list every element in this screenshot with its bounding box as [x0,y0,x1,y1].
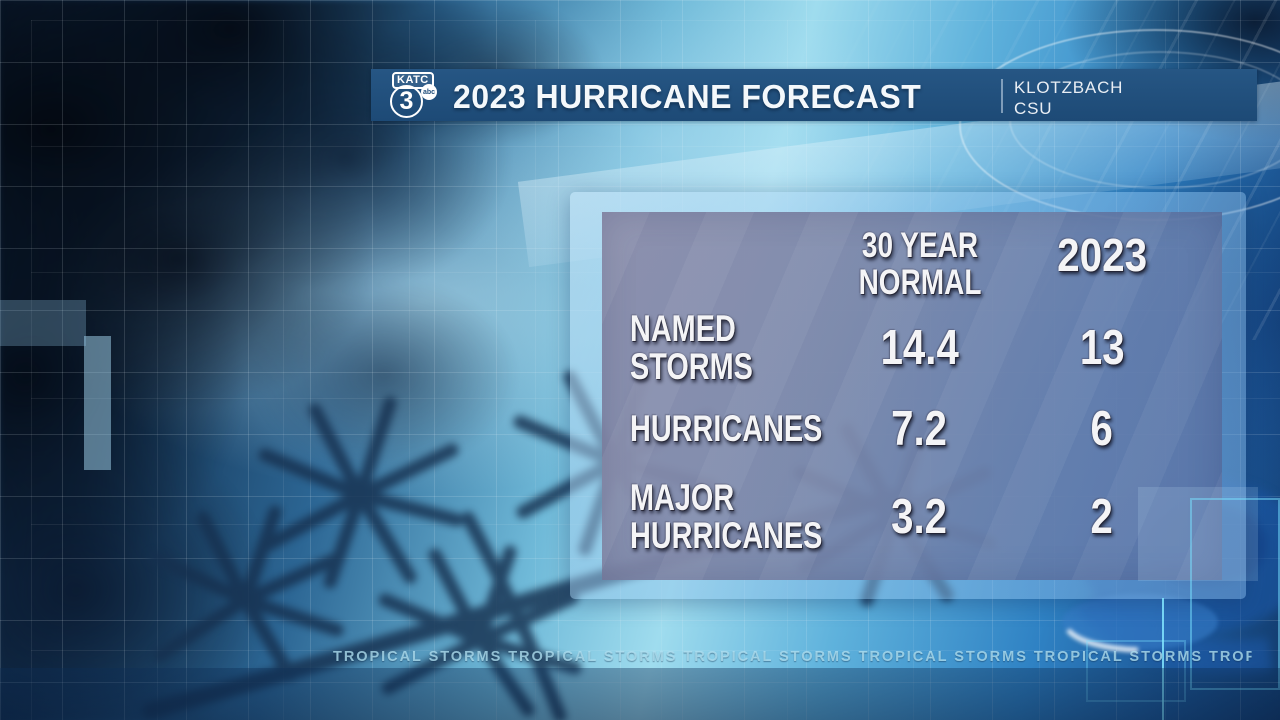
row-label-major-hurricanes: MAJOR HURRICANES [630,477,823,556]
row-label-hurricanes: HURRICANES [630,408,823,450]
column-header-2023: 2023 [1012,212,1192,304]
channel-3-badge: 3 [390,85,423,118]
major-hurricanes-normal-cell: 3.2 [891,490,948,544]
bottom-band [0,668,1280,720]
major-hurricanes-2023-cell: 2 [1090,490,1114,544]
abc-network-icon: abc [421,84,437,100]
source-line2: CSU [1014,99,1053,118]
named-storms-2023-cell: 13 [1079,321,1125,375]
source-line1: KLOTZBACH [1014,78,1124,97]
forecast-panel [602,212,1222,580]
decor-rectangle [84,336,111,470]
column-header-30-year-normal: 30 YEAR NORMAL [827,212,1012,304]
source-attribution: KLOTZBACH CSU [1014,77,1123,119]
row-label-named-storms: NAMED STORMS [630,308,753,387]
page-title: 2023 HURRICANE FORECAST [453,78,922,115]
column-header-label: 2023 [1056,229,1148,281]
named-storms-normal-cell: 14.4 [880,321,959,375]
header-bar [371,69,1257,121]
panel-highlight-square [1138,487,1258,581]
table-corner-spacer [602,212,827,304]
decor-rectangle [0,300,86,346]
hurricanes-2023-cell: 6 [1090,402,1114,456]
hurricanes-normal-cell: 7.2 [891,402,948,456]
katc-station-logo: KATC 3 abc [390,72,456,122]
header-divider [1001,79,1003,113]
forecast-table: 30 YEAR NORMAL 2023 NAMED STORMS 14.4 13… [602,212,1222,580]
column-header-label: 30 YEAR NORMAL [858,226,981,302]
decor-cyan-line [1162,598,1164,720]
tropical-storms-ticker: TROPICAL STORMS TROPICAL STORMS TROPICAL… [333,648,1252,665]
